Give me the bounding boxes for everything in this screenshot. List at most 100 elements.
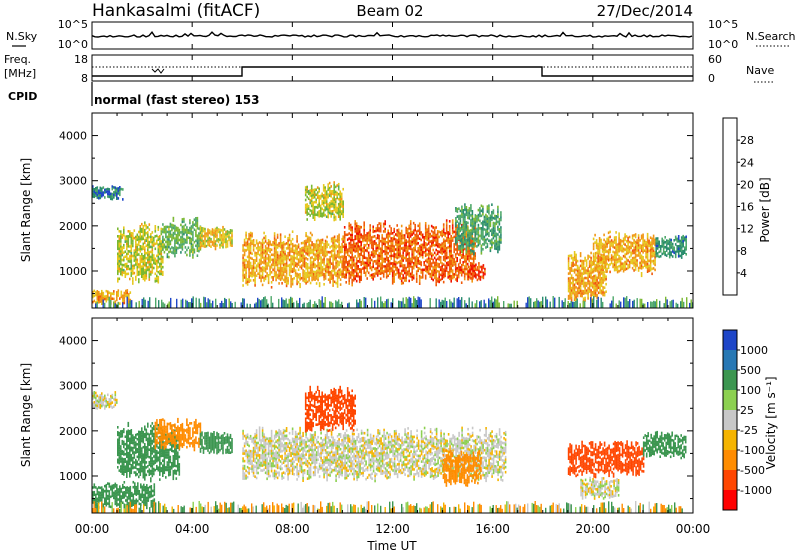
heatmap-cell bbox=[438, 278, 440, 281]
heatmap-cell bbox=[598, 257, 601, 260]
heatmap-cell bbox=[579, 274, 582, 278]
heatmap-cell bbox=[607, 266, 610, 270]
heatmap-cell bbox=[130, 257, 133, 260]
heatmap-cell bbox=[208, 231, 211, 235]
heatmap-cell bbox=[114, 186, 117, 189]
heatmap-cell bbox=[575, 281, 577, 284]
heatmap-cell bbox=[351, 281, 353, 284]
heatmap-cell bbox=[323, 278, 325, 281]
heatmap-cell bbox=[180, 223, 182, 227]
heatmap-cell bbox=[196, 241, 199, 245]
heatmap-cell bbox=[312, 278, 315, 281]
heatmap-cell bbox=[481, 268, 483, 271]
heatmap-cell bbox=[312, 245, 315, 249]
heatmap-cell bbox=[624, 233, 626, 236]
heatmap-cell bbox=[467, 214, 469, 217]
heatmap-cell bbox=[477, 241, 480, 244]
heatmap-cell bbox=[600, 292, 603, 295]
heatmap-cell bbox=[624, 253, 626, 256]
heatmap-cell bbox=[454, 255, 457, 259]
heatmap-cell bbox=[661, 237, 663, 241]
heatmap-cell bbox=[275, 248, 277, 252]
heatmap-cell bbox=[424, 242, 427, 245]
heatmap-cell bbox=[243, 253, 246, 257]
heatmap-cell bbox=[492, 221, 495, 225]
heatmap-cell bbox=[113, 193, 115, 197]
heatmap-cell bbox=[400, 224, 403, 228]
heatmap-cell bbox=[93, 294, 96, 298]
heatmap-cell bbox=[390, 257, 392, 260]
heatmap-cell bbox=[462, 256, 464, 259]
heatmap-cell bbox=[465, 255, 467, 258]
heatmap-cell bbox=[260, 277, 262, 280]
heatmap-cell bbox=[628, 245, 631, 249]
heatmap-cell bbox=[124, 237, 127, 241]
heatmap-cell bbox=[576, 269, 579, 273]
heatmap-cell bbox=[442, 258, 445, 261]
heatmap-cell bbox=[162, 238, 164, 241]
heatmap-cell bbox=[472, 259, 475, 263]
freq-left-tick-bottom: 8 bbox=[81, 72, 88, 85]
heatmap-cell bbox=[317, 238, 319, 242]
heatmap-cell bbox=[387, 252, 389, 255]
heatmap-cell bbox=[281, 262, 283, 265]
heatmap-cell bbox=[222, 243, 224, 246]
heatmap-cell bbox=[436, 235, 439, 238]
heatmap-cell bbox=[397, 253, 400, 257]
heatmap-cell bbox=[294, 244, 297, 247]
heatmap-cell bbox=[311, 251, 313, 254]
heatmap-cell bbox=[495, 222, 498, 226]
heatmap-cell bbox=[476, 278, 479, 282]
heatmap-cell bbox=[153, 239, 155, 242]
heatmap-cell bbox=[639, 244, 641, 247]
heatmap-cell bbox=[619, 268, 622, 272]
heatmap-cell bbox=[222, 228, 224, 231]
heatmap-cell bbox=[339, 210, 341, 214]
heatmap-cell bbox=[471, 225, 474, 228]
heatmap-cell bbox=[308, 239, 310, 242]
heatmap-cell bbox=[252, 249, 255, 252]
heatmap-cell bbox=[181, 233, 184, 236]
date-title: 27/Dec/2014 bbox=[597, 2, 693, 20]
heatmap-cell bbox=[335, 264, 337, 267]
heatmap-cell bbox=[411, 278, 413, 281]
heatmap-cell bbox=[348, 247, 350, 250]
heatmap-cell bbox=[275, 256, 277, 259]
heatmap-cell bbox=[129, 277, 131, 281]
heatmap-cell bbox=[342, 255, 344, 258]
heatmap-cell bbox=[680, 238, 683, 242]
heatmap-cell bbox=[311, 241, 313, 244]
heatmap-cell bbox=[599, 291, 601, 294]
heatmap-cell bbox=[288, 236, 291, 239]
heatmap-cell bbox=[373, 272, 376, 276]
heatmap-cell bbox=[119, 302, 121, 305]
heatmap-cell bbox=[385, 263, 388, 267]
heatmap-cell bbox=[357, 267, 359, 271]
heatmap-cell bbox=[312, 273, 315, 276]
heatmap-cell bbox=[483, 238, 486, 241]
heatmap-cell bbox=[124, 250, 127, 253]
heatmap-cell bbox=[651, 252, 653, 256]
heatmap-cell bbox=[245, 266, 247, 270]
heatmap-cell bbox=[458, 207, 460, 210]
heatmap-cell bbox=[282, 253, 285, 257]
heatmap-cell bbox=[436, 252, 439, 256]
heatmap-cell bbox=[442, 245, 445, 249]
heatmap-cell bbox=[399, 237, 401, 240]
heatmap-cell bbox=[96, 301, 98, 308]
heatmap-cell bbox=[661, 240, 663, 243]
heatmap-cell bbox=[390, 267, 392, 270]
heatmap-cell bbox=[579, 254, 582, 258]
heatmap-cell bbox=[463, 277, 466, 281]
heatmap-cell bbox=[393, 262, 395, 266]
heatmap-cell bbox=[482, 266, 485, 270]
heatmap-cell bbox=[351, 266, 353, 269]
heatmap-cell bbox=[358, 255, 361, 259]
heatmap-cell bbox=[320, 268, 322, 272]
heatmap-cell bbox=[263, 269, 265, 272]
heatmap-cell bbox=[107, 195, 109, 198]
heatmap-cell bbox=[323, 250, 325, 254]
heatmap-cell bbox=[144, 241, 146, 244]
heatmap-cell bbox=[467, 229, 469, 232]
